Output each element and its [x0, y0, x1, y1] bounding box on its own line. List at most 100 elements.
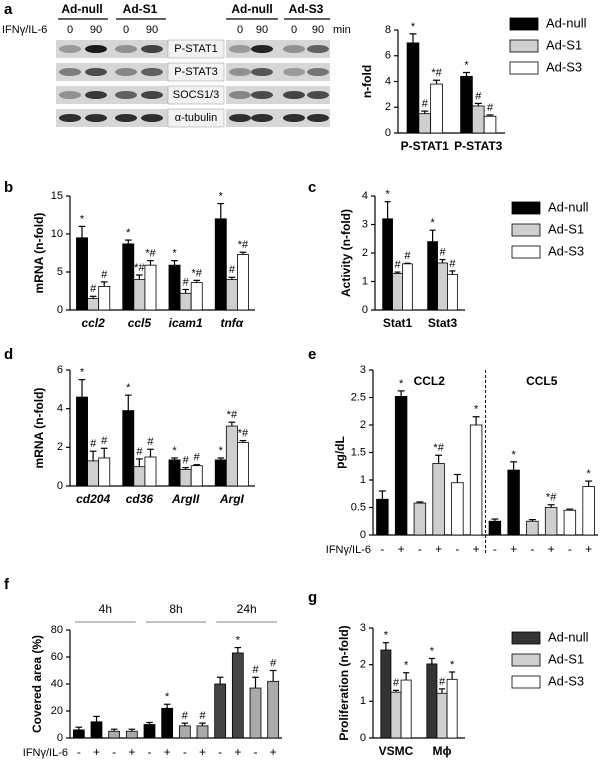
- bar: [249, 687, 262, 739]
- group-label: 4h: [99, 602, 112, 616]
- x-tick-label: +: [128, 745, 135, 759]
- x-tick-label: Mϕ: [433, 744, 452, 758]
- x-tick-label: VSMC: [379, 744, 414, 758]
- significance-mark: #: [449, 258, 456, 270]
- blot-band: [251, 68, 273, 76]
- x-tick-label: +: [199, 745, 206, 759]
- significance-mark: #: [475, 90, 482, 102]
- significance-mark: #: [147, 436, 154, 448]
- significance-mark: *: [219, 445, 224, 457]
- bar: [413, 502, 427, 536]
- significance-mark: *: [172, 248, 177, 260]
- blot-treatment: IFNγ/IL-6: [2, 24, 47, 36]
- blot-band: [59, 68, 81, 76]
- y-tick-label: 4: [385, 75, 391, 87]
- bar: [214, 459, 227, 487]
- blot-band: [283, 45, 305, 53]
- panel-letter: e: [308, 346, 316, 363]
- x-tick-label: ArgII: [171, 492, 200, 506]
- bar: [267, 680, 280, 739]
- blot-band: [115, 68, 137, 76]
- significance-mark: *#: [546, 492, 557, 504]
- y-tick-label: 0.5: [351, 501, 366, 513]
- x-tick-label: tnfα: [220, 316, 243, 330]
- x-tick-label: +: [435, 542, 442, 556]
- x-row-label: IFNγ/IL-6: [23, 747, 68, 759]
- x-tick-label: +: [585, 542, 592, 556]
- significance-mark: *: [399, 378, 404, 390]
- bar: [437, 262, 448, 311]
- blot-band: [85, 91, 107, 99]
- blot-row-label: P-STAT1: [174, 43, 218, 55]
- bar: [161, 707, 174, 739]
- y-tick-label: 40: [51, 678, 63, 690]
- bar: [98, 286, 111, 311]
- blot-unit: min: [333, 24, 351, 36]
- bar: [87, 298, 100, 311]
- blot-band: [85, 45, 107, 53]
- blot-label-box: [167, 39, 225, 59]
- bar: [436, 692, 448, 739]
- y-tick-label: 2: [362, 247, 368, 259]
- y-axis-label: Covered area (%): [30, 635, 44, 733]
- bar: [471, 105, 485, 134]
- y-tick-label: 60: [51, 651, 63, 663]
- significance-mark: *: [430, 217, 435, 229]
- legend-label: Ad-S3: [546, 59, 582, 74]
- bar: [402, 263, 413, 311]
- significance-mark: *#: [227, 409, 238, 421]
- blot-group: Ad-null: [231, 2, 272, 16]
- x-tick-label: +: [270, 745, 277, 759]
- significance-mark: #: [487, 102, 494, 114]
- y-tick-label: 2: [360, 419, 366, 431]
- x-tick-label: +: [510, 542, 517, 556]
- significance-mark: *#: [134, 262, 145, 274]
- y-tick-label: 0: [362, 304, 368, 316]
- x-tick-label: P-STAT1: [401, 139, 450, 153]
- x-tick-label: +: [548, 542, 555, 556]
- bar: [376, 498, 389, 536]
- blot-band: [229, 114, 251, 122]
- y-axis-label: Proliferation (n-fold): [337, 625, 351, 740]
- x-tick-label: -: [568, 542, 572, 556]
- group-label: CCL2: [414, 374, 446, 388]
- blot-band: [307, 45, 329, 53]
- bar: [488, 520, 502, 536]
- significance-mark: *: [404, 660, 409, 672]
- legend-swatch: [509, 39, 539, 53]
- y-tick-label: 0: [57, 732, 63, 744]
- blot-group: Ad-S1: [123, 2, 158, 16]
- legend-swatch: [511, 223, 541, 237]
- blot-row-label: SOCS1/3: [173, 89, 219, 101]
- panel-letter: a: [4, 1, 13, 18]
- blot-strip: [56, 86, 168, 104]
- y-tick-label: 4: [362, 190, 368, 202]
- bar: [237, 254, 249, 311]
- x-tick-label: -: [148, 745, 152, 759]
- y-tick-label: 20: [51, 705, 63, 717]
- significance-mark: *: [126, 227, 131, 239]
- x-tick-label: -: [254, 745, 258, 759]
- y-tick-label: 0: [360, 529, 366, 541]
- significance-mark: #: [183, 455, 190, 467]
- y-tick-label: 80: [51, 624, 63, 636]
- significance-mark: *#: [238, 239, 249, 251]
- y-tick-label: 0: [360, 732, 366, 744]
- significance-mark: *: [126, 382, 131, 394]
- y-tick-label: 1: [362, 275, 368, 287]
- legend-swatch: [509, 61, 539, 75]
- legend-swatch: [511, 675, 541, 689]
- significance-mark: *#: [192, 267, 203, 279]
- blot-band: [59, 114, 81, 122]
- bar: [460, 75, 473, 134]
- bar: [237, 442, 249, 487]
- bar: [125, 730, 138, 739]
- bar: [196, 725, 209, 739]
- significance-mark: #: [101, 269, 108, 281]
- significance-mark: *: [80, 213, 85, 225]
- blot-band: [283, 114, 305, 122]
- bar: [390, 691, 402, 739]
- bar: [168, 264, 181, 311]
- blot-group: Ad-null: [61, 2, 102, 16]
- significance-mark: *: [511, 449, 516, 461]
